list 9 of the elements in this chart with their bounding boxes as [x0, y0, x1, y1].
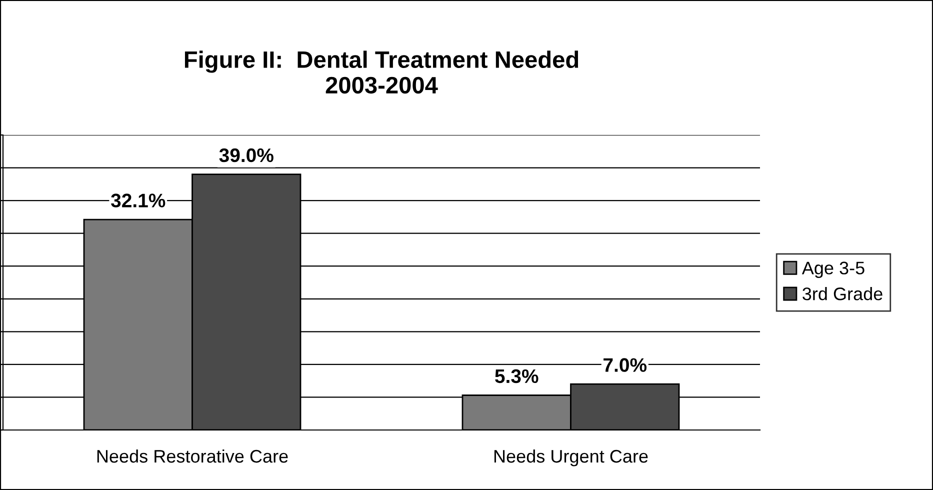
- x-tick-label: Needs Urgent Care: [494, 449, 648, 466]
- chart-title: Figure II: Dental Treatment Needed 2003-2004: [184, 50, 578, 94]
- data-label: 32.1%: [111, 194, 166, 208]
- legend-label: Age 3-5: [802, 262, 864, 278]
- data-label: 5.3%: [495, 369, 538, 384]
- legend-label: 3rd Grade: [802, 287, 882, 300]
- data-label: 7.0%: [604, 358, 647, 372]
- data-label: 39.0%: [219, 148, 274, 162]
- x-tick-label: Needs Restorative Care: [97, 449, 288, 463]
